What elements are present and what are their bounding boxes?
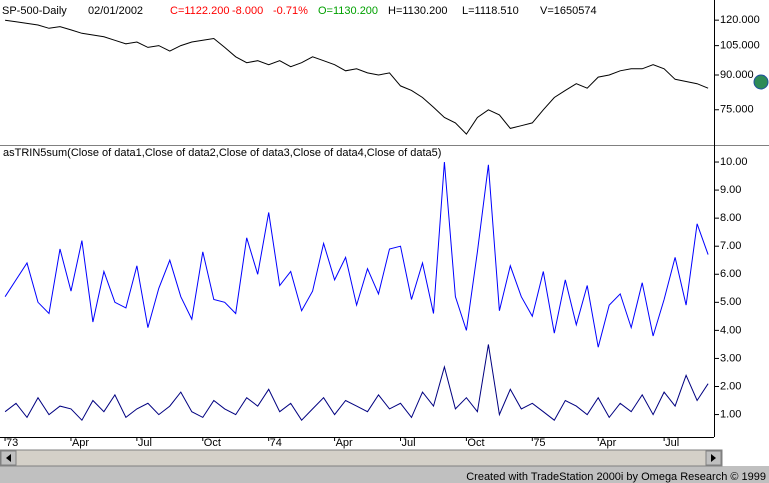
x-tick-label: Jul (138, 437, 152, 449)
scroll-right-arrow (711, 454, 716, 462)
x-tick-label: 73 (6, 437, 18, 449)
series-line (4, 161, 709, 348)
x-tick-label: Oct (467, 437, 484, 449)
y-tick-label: 90.000 (720, 69, 754, 81)
x-tick-label: 75 (533, 437, 545, 449)
low: L=1118.510 (462, 5, 519, 17)
y-tick-label: 7.00 (720, 240, 741, 252)
high: H=1130.200 (388, 5, 447, 17)
indicator-label: asTRIN5sum(Close of data1,Close of data2… (3, 147, 441, 159)
x-tick-label: Jul (401, 437, 415, 449)
y-tick-label: 4.00 (720, 324, 741, 336)
volume: V=1650574 (540, 5, 597, 17)
y-tick-label: 8.00 (720, 212, 741, 224)
y-tick-label: 3.00 (720, 352, 741, 364)
y-tick-label: 9.00 (720, 184, 741, 196)
scrollbar[interactable] (0, 449, 723, 467)
change: -8.000 (232, 5, 263, 17)
x-tick-label: Oct (204, 437, 221, 449)
series-line (4, 344, 709, 422)
footer: Created with TradeStation 2000i by Omega… (466, 471, 766, 483)
y-tick-label: 5.00 (720, 296, 741, 308)
series-line (5, 19, 709, 135)
change-pct: -0.71% (273, 5, 308, 17)
y-tick-label: 75.000 (720, 104, 754, 116)
y-tick-label: 120.000 (720, 14, 760, 26)
y-tick-label: 1.00 (720, 408, 741, 420)
open: O=1130.200 (318, 5, 378, 17)
scroll-left-arrow (6, 454, 11, 462)
date: 02/01/2002 (88, 5, 143, 17)
chart-background (0, 0, 769, 466)
x-tick-label: Jul (665, 437, 679, 449)
symbol: SP-500-Daily (2, 5, 67, 17)
status-strip (0, 466, 769, 483)
x-tick-label: Apr (336, 437, 353, 449)
y-tick-label: 10.00 (720, 156, 748, 168)
globe-icon[interactable] (753, 74, 769, 90)
x-tick-label: Apr (72, 437, 89, 449)
x-tick-label: 74 (270, 437, 282, 449)
y-tick-label: 2.00 (720, 380, 741, 392)
x-tick-label: Apr (599, 437, 616, 449)
y-tick-label: 105.000 (720, 40, 760, 52)
close: C=1122.200 (170, 5, 229, 17)
y-tick-label: 6.00 (720, 268, 741, 280)
